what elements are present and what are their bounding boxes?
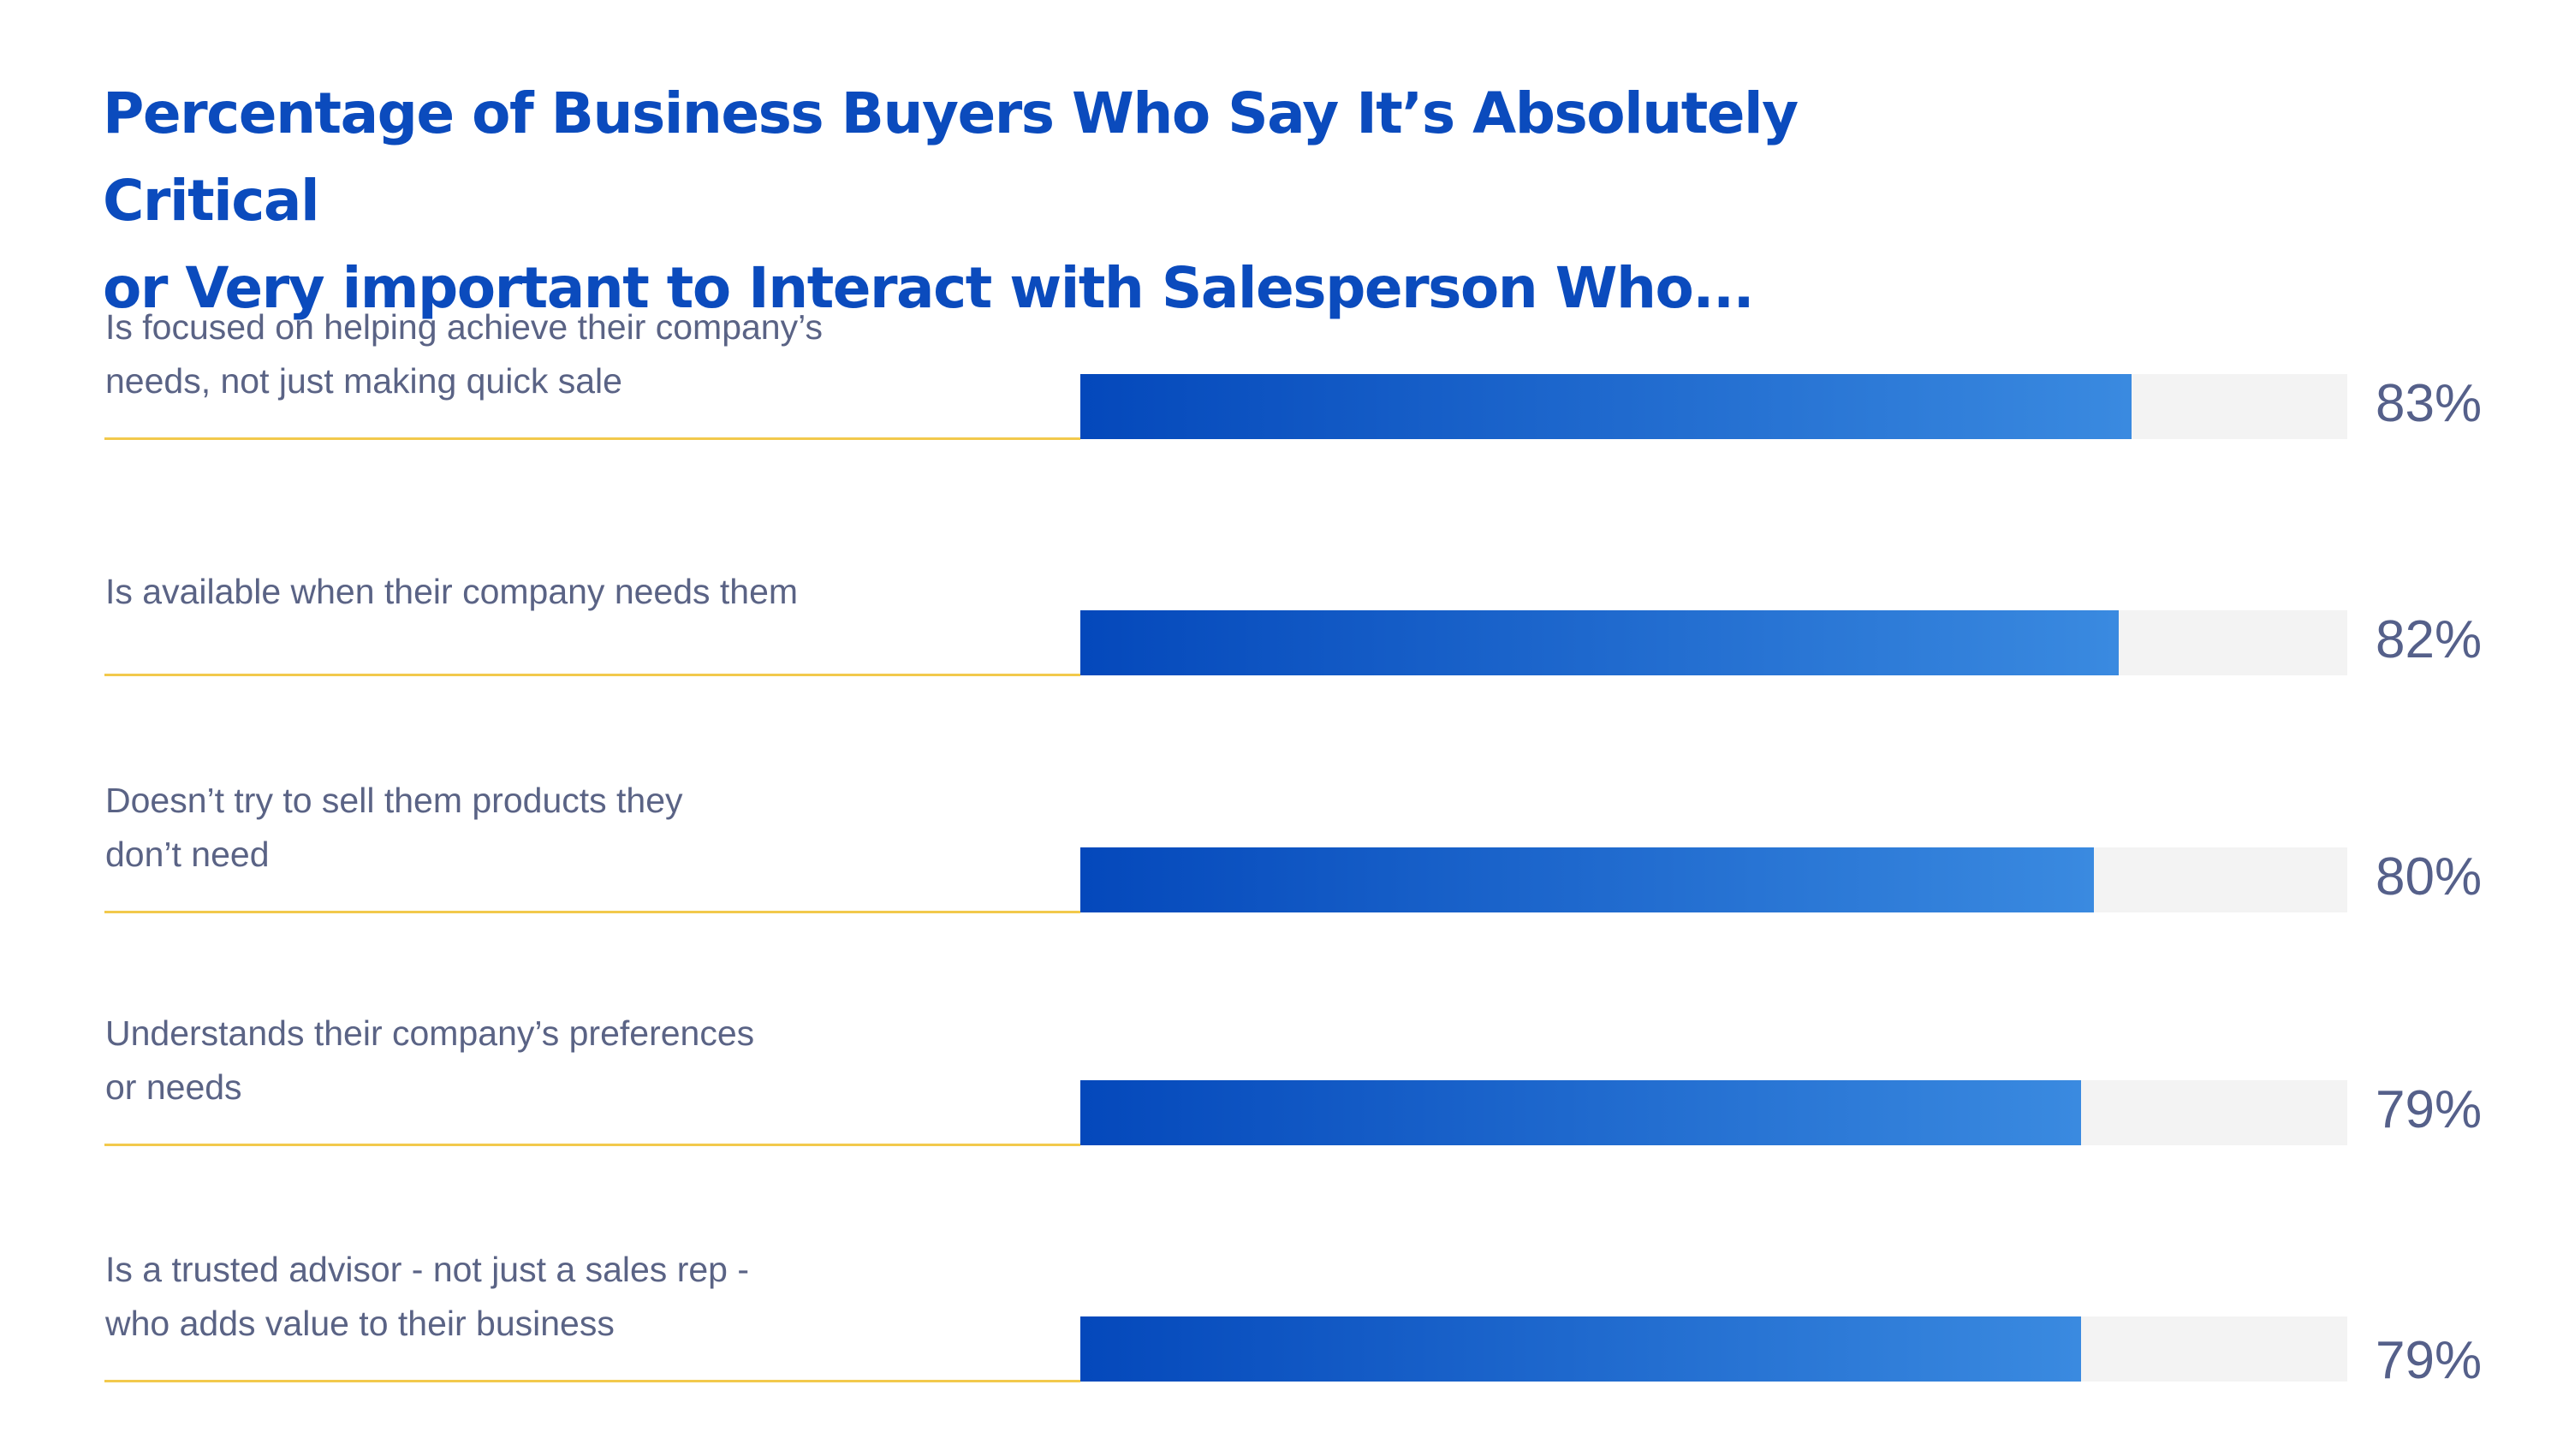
- bar: [1080, 847, 2094, 912]
- bar-track: [1080, 1080, 2347, 1145]
- bar-track: [1080, 847, 2347, 912]
- row-underline: [104, 437, 1080, 440]
- value-label: 83%: [2376, 374, 2483, 433]
- bar: [1080, 1080, 2081, 1145]
- bar-track: [1080, 374, 2347, 439]
- value-label: 80%: [2376, 847, 2483, 906]
- bar: [1080, 610, 2119, 675]
- row-underline: [104, 674, 1080, 676]
- bar: [1080, 374, 2132, 439]
- value-label: 79%: [2376, 1331, 2483, 1390]
- row-underline: [104, 911, 1080, 913]
- value-label: 82%: [2376, 610, 2483, 669]
- row-underline: [104, 1380, 1080, 1382]
- bar-track: [1080, 1316, 2347, 1382]
- bar-track: [1080, 610, 2347, 675]
- category-label: Is focused on helping achieve their comp…: [105, 307, 823, 401]
- category-label: Doesn’t try to sell them products they d…: [105, 781, 683, 874]
- value-label: 79%: [2376, 1080, 2483, 1139]
- bar: [1080, 1316, 2081, 1382]
- chart-title: Percentage of Business Buyers Who Say It…: [103, 80, 1799, 321]
- category-label: Is a trusted advisor - not just a sales …: [105, 1250, 749, 1343]
- category-label: Is available when their company needs th…: [105, 572, 799, 611]
- row-underline: [104, 1144, 1080, 1146]
- category-label: Understands their company’s preferences …: [105, 1013, 755, 1107]
